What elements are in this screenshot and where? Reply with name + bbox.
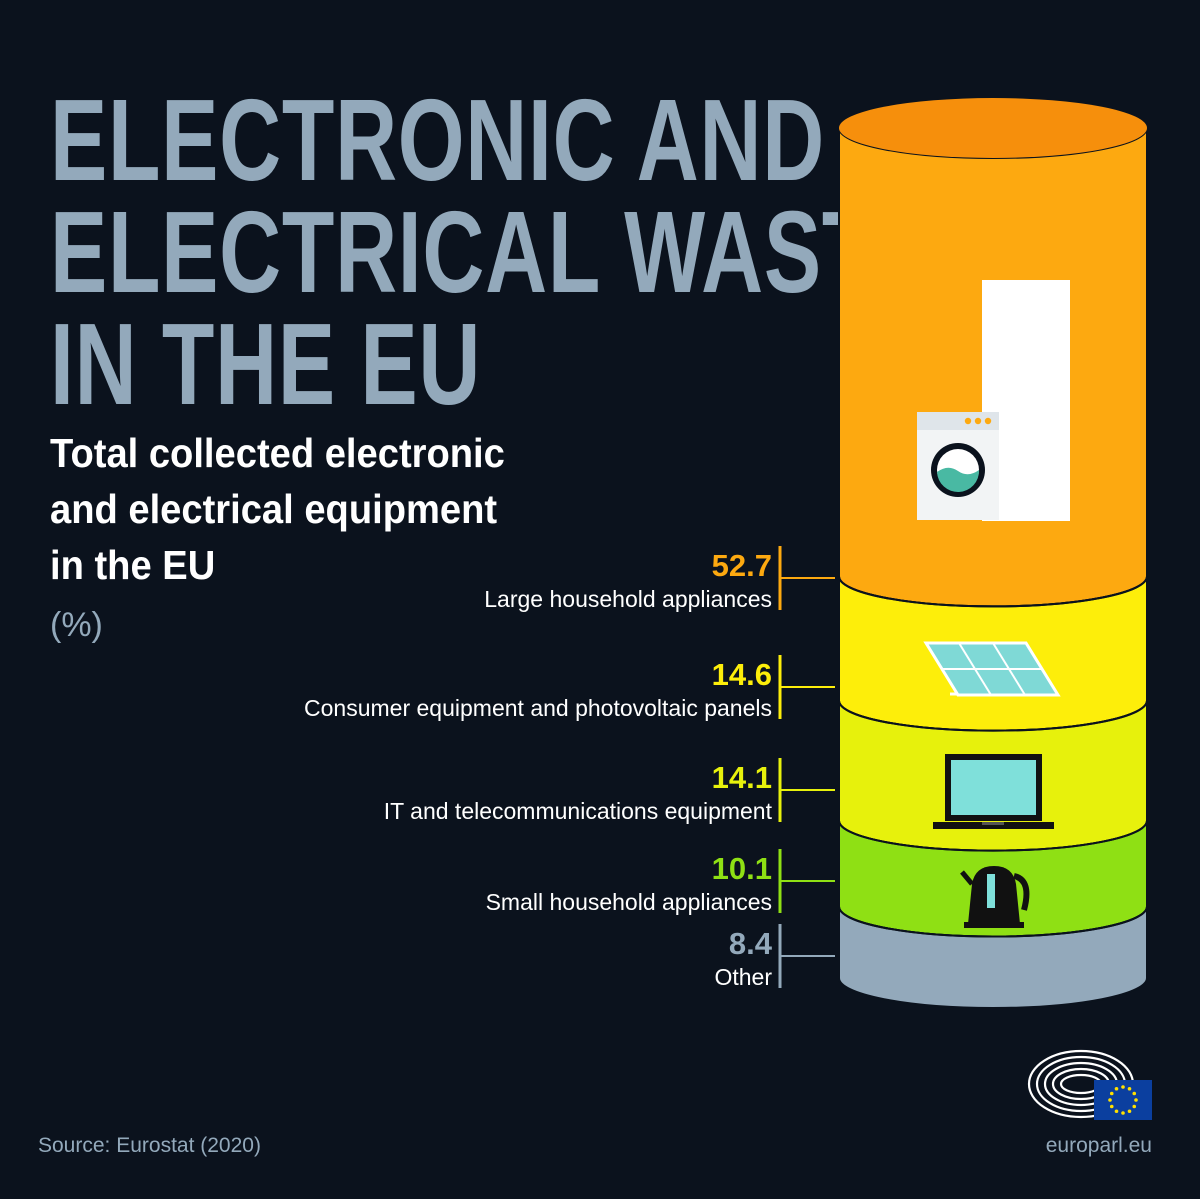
callout-small: 10.1 Small household appliances <box>486 849 835 915</box>
category-label-other: Other <box>714 964 772 990</box>
eu-star <box>1108 1098 1112 1102</box>
eu-flag-icon <box>1094 1080 1152 1120</box>
segment-callouts: 52.7 Large household appliances 14.6 Consum… <box>304 546 835 990</box>
eu-star <box>1132 1104 1137 1109</box>
eu-star <box>1134 1098 1138 1102</box>
category-label-large: Large household appliances <box>484 586 772 612</box>
segment-icons <box>917 280 1070 928</box>
eu-star <box>1114 1086 1119 1091</box>
eu-star <box>1132 1091 1137 1096</box>
callout-it: 14.1 IT and telecommunications equipment <box>384 758 835 824</box>
segment-divider <box>838 700 1148 732</box>
eu-star <box>1121 1085 1125 1089</box>
category-label-small: Small household appliances <box>486 889 772 915</box>
value-label-other: 8.4 <box>729 926 773 961</box>
eu-star <box>1127 1109 1132 1114</box>
callout-large: 52.7 Large household appliances <box>484 546 835 612</box>
value-label-consumer: 14.6 <box>712 657 772 692</box>
parliament-logo-icon <box>1027 1049 1152 1120</box>
callout-other: 8.4 Other <box>714 924 835 990</box>
laptop-icon <box>933 754 1054 829</box>
segment-divider <box>838 576 1148 608</box>
title-line-3: IN THE EU <box>50 299 482 429</box>
subtitle-line-2: and electrical equipment <box>50 486 498 532</box>
segment-divider <box>838 820 1148 852</box>
washing-machine-icon <box>917 280 1070 521</box>
category-label-consumer: Consumer equipment and photovoltaic pane… <box>304 695 772 721</box>
eu-star <box>1109 1091 1114 1096</box>
title-line-2: ELECTRICAL WASTE <box>50 187 933 317</box>
value-label-small: 10.1 <box>712 851 772 886</box>
eu-star <box>1127 1086 1132 1091</box>
solar-panel-icon <box>923 641 1061 697</box>
callout-consumer: 14.6 Consumer equipment and photovoltaic … <box>304 655 835 721</box>
eu-star <box>1114 1109 1119 1114</box>
eu-star <box>1109 1104 1114 1109</box>
title-line-1: ELECTRONIC AND <box>50 75 825 205</box>
cylinder-top <box>839 98 1147 158</box>
source-note: Source: Eurostat (2020) <box>38 1134 261 1157</box>
kettle-icon <box>960 866 1030 928</box>
site-url[interactable]: europarl.eu <box>1045 1134 1152 1157</box>
value-label-large: 52.7 <box>712 548 772 583</box>
eu-star <box>1121 1111 1125 1115</box>
unit-label: (%) <box>50 606 103 644</box>
subtitle-line-3: in the EU <box>50 542 216 588</box>
category-label-it: IT and telecommunications equipment <box>384 798 773 824</box>
value-label-it: 14.1 <box>712 760 772 795</box>
subtitle-line-1: Total collected electronic <box>50 430 505 476</box>
segment-divider <box>838 906 1148 938</box>
